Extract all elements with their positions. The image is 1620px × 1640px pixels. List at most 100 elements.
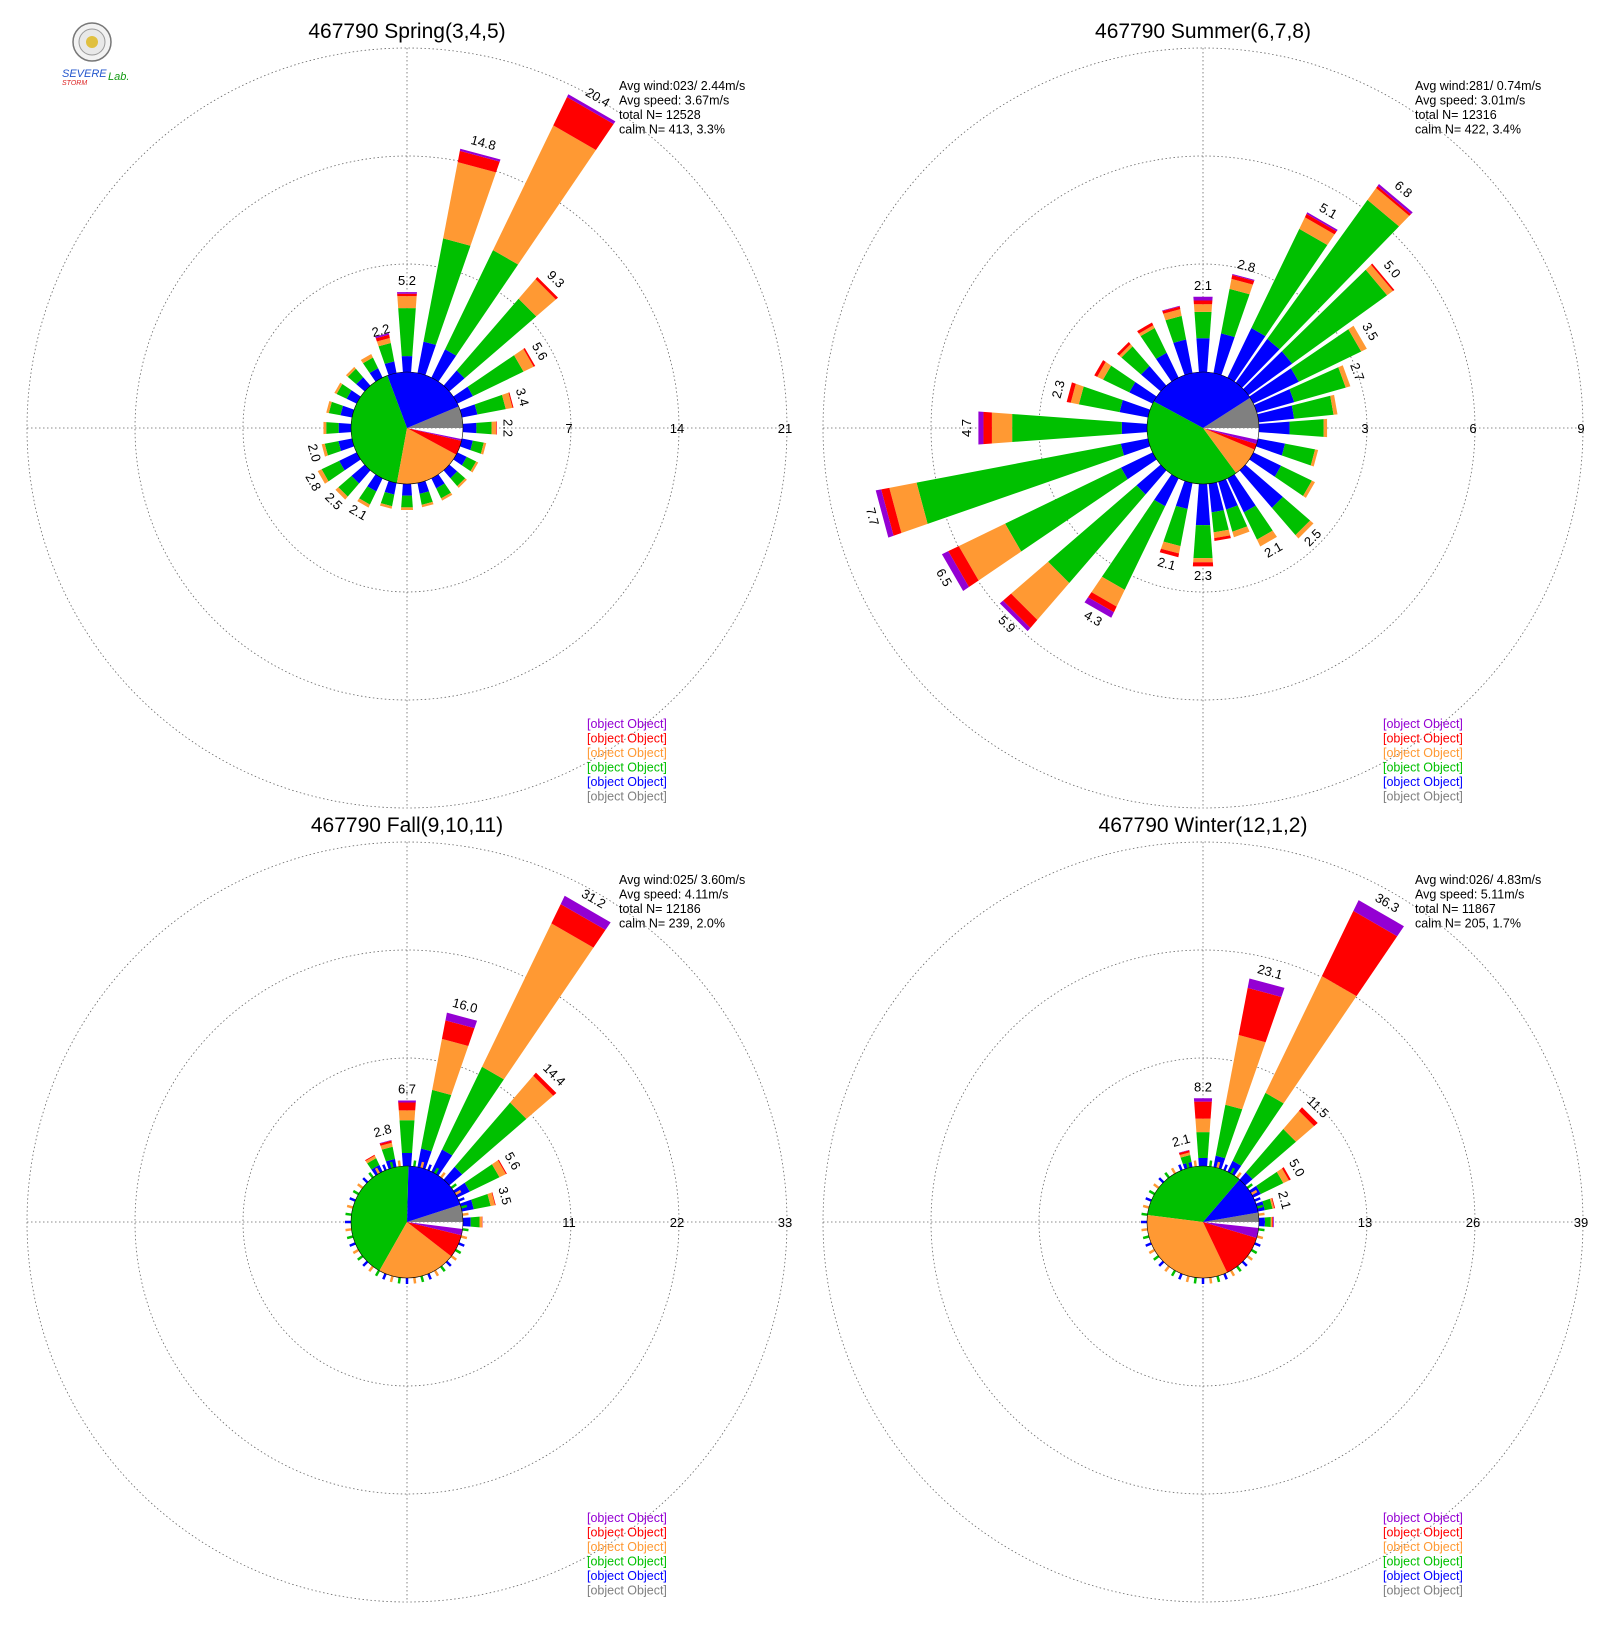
wind-rose-panel: 11 22 33 467790 Fall(9,10,11) Avg wind:025/ … — [26, 814, 792, 1603]
wind-bar-segment — [453, 452, 467, 466]
wind-bar-segment — [375, 334, 390, 342]
wind-bar-segment — [317, 469, 329, 484]
wind-bar-segment — [1229, 278, 1253, 295]
wind-bar-segment — [1243, 505, 1273, 540]
calm-tick — [352, 1189, 360, 1196]
wind-bar-segment — [1194, 1101, 1212, 1119]
legend-entry: [object Object] — [587, 746, 667, 760]
wind-bar-segment — [1251, 228, 1328, 337]
wind-bar-segment — [462, 422, 477, 434]
legend-entry: [object Object] — [587, 761, 667, 775]
wind-bar-segment — [1245, 1128, 1297, 1180]
legend-entry: [object Object] — [587, 1555, 667, 1569]
direction-value-label: 16.0 — [451, 995, 479, 1016]
wind-bar-segment — [399, 1120, 415, 1154]
direction-value-label: 5.0 — [1286, 1156, 1308, 1179]
calm-tick — [1164, 1172, 1170, 1179]
calm-tick — [1193, 1160, 1197, 1167]
calm-tick — [1141, 1212, 1148, 1216]
wind-bar-segment — [1303, 480, 1315, 498]
stats-line: total N= 11867 — [1415, 902, 1496, 916]
wind-bar-segment — [1097, 361, 1112, 380]
calm-tick — [357, 1183, 364, 1189]
wind-bar-segment — [334, 382, 343, 394]
calm-tick — [374, 1269, 381, 1277]
wind-bar-segment — [470, 1216, 480, 1228]
wind-bar-segment — [379, 503, 393, 509]
wind-bar-segment — [1078, 386, 1123, 413]
wind-bar-segment — [1214, 535, 1231, 542]
calm-tick — [352, 1248, 360, 1255]
calm-tick — [433, 1167, 440, 1175]
calm-tick — [1164, 1265, 1170, 1272]
wind-bar-segment — [1119, 344, 1133, 358]
wind-bar-segment — [518, 279, 556, 317]
wind-bar-segment — [470, 461, 479, 473]
wind-bar-segment — [1165, 315, 1187, 343]
wind-bar-segment — [1156, 352, 1179, 382]
wind-bar-segment — [1178, 1150, 1190, 1156]
direction-value-label: 2.8 — [1236, 256, 1257, 275]
legend-entry: [object Object] — [1383, 1584, 1463, 1598]
wind-bar-segment — [1101, 499, 1166, 590]
wind-bar-segment — [419, 491, 433, 505]
calm-tick — [1236, 1265, 1242, 1272]
direction-value-label: 3.4 — [513, 386, 532, 407]
wind-bar-segment — [496, 421, 497, 435]
wind-bar-segment — [1299, 217, 1335, 246]
calm-tick — [1229, 1269, 1236, 1277]
calm-tick — [374, 1167, 381, 1175]
wind-bar-segment — [1258, 421, 1290, 435]
wind-bar-segment — [1273, 1216, 1274, 1228]
wind-bar-segment — [1291, 395, 1334, 419]
pie-slice — [1147, 1214, 1228, 1278]
calm-tick — [1223, 1164, 1228, 1171]
calm-tick — [440, 1172, 446, 1179]
wind-bar-segment — [338, 475, 360, 497]
stats-line: Avg speed: 3.67m/s — [619, 94, 729, 108]
direction-value-label: 5.0 — [1381, 257, 1404, 280]
wind-bar-segment — [1348, 325, 1367, 352]
legend-entry: [object Object] — [1383, 790, 1463, 804]
direction-value-label: 7.7 — [863, 506, 882, 527]
wind-bar-segment — [479, 1216, 483, 1228]
calm-tick — [458, 1242, 465, 1247]
direction-value-label: 5.1 — [1317, 200, 1340, 222]
legend-entry: [object Object] — [1383, 775, 1463, 789]
wind-bar-segment — [1066, 382, 1076, 403]
wind-bar-segment — [365, 1155, 377, 1164]
wind-bar-segment — [357, 498, 370, 508]
legend-entry: [object Object] — [1383, 717, 1463, 731]
wind-bar-segment — [1226, 505, 1248, 532]
ring-label: 7 — [565, 421, 572, 436]
wind-bar-segment — [431, 349, 457, 382]
calm-tick — [1178, 1164, 1183, 1171]
calm-tick — [454, 1248, 462, 1255]
wind-bar-segment — [378, 342, 395, 364]
legend-entry: [object Object] — [1383, 746, 1463, 760]
severe-storm-lab-logo: SEVERE STORM Lab. — [62, 22, 129, 87]
wind-rose-panel: 13 26 39 467790 Winter(12,1,2) Avg wind:026/… — [822, 814, 1588, 1603]
wind-bar-segment — [400, 507, 414, 511]
wind-bar-segment — [1120, 438, 1151, 456]
wind-bar-segment — [1162, 305, 1180, 312]
calm-tick — [1193, 1277, 1197, 1284]
wind-bar-segment — [948, 546, 979, 588]
legend-entry: [object Object] — [587, 1584, 667, 1598]
wind-bar-segment — [1196, 338, 1210, 373]
wind-bar-segment — [379, 1139, 392, 1144]
wind-bar-segment — [459, 438, 473, 451]
stats-line: calm N= 239, 2.0% — [619, 917, 725, 931]
direction-value-label: 23.1 — [1256, 961, 1284, 982]
wind-bar-segment — [384, 480, 397, 495]
legend-entry: [object Object] — [1383, 1555, 1463, 1569]
wind-bar-segment — [1136, 464, 1167, 495]
calm-tick — [1236, 1172, 1242, 1179]
direction-value-label: 14.8 — [469, 132, 497, 153]
calm-tick — [382, 1273, 387, 1280]
calm-tick — [433, 1269, 440, 1277]
calm-tick — [1142, 1204, 1150, 1209]
calm-tick — [413, 1277, 417, 1284]
calm-tick — [1142, 1235, 1150, 1240]
calm-tick — [1241, 1177, 1248, 1184]
